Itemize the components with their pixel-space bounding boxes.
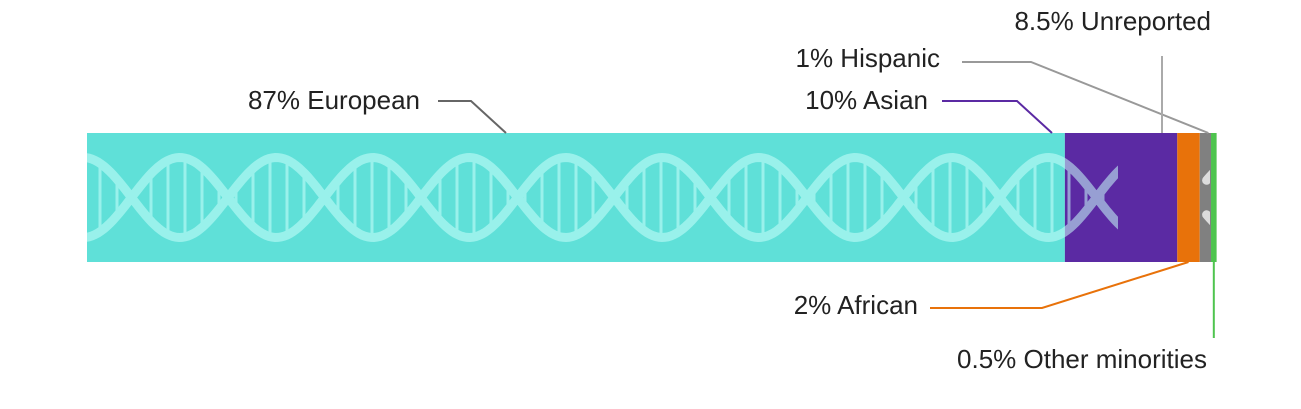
leader-line-african	[930, 261, 1189, 309]
leader-line-european	[438, 100, 507, 134]
dna-strand	[1202, 170, 1210, 185]
leader-line-asian	[942, 100, 1053, 134]
label-other-minorities: 0.5% Other minorities	[957, 344, 1207, 374]
label-unreported: 8.5% Unreported	[1014, 6, 1211, 36]
label-asian: 10% Asian	[805, 85, 928, 115]
label-hispanic: 1% Hispanic	[795, 43, 940, 73]
segment-african	[1177, 133, 1200, 262]
label-european: 87% European	[248, 85, 420, 115]
segment-asian	[1064, 133, 1178, 262]
leader-line-hispanic	[962, 61, 1209, 134]
label-african: 2% African	[794, 290, 918, 320]
segment-hispanic	[1199, 133, 1211, 262]
dna-strand	[1202, 210, 1210, 225]
